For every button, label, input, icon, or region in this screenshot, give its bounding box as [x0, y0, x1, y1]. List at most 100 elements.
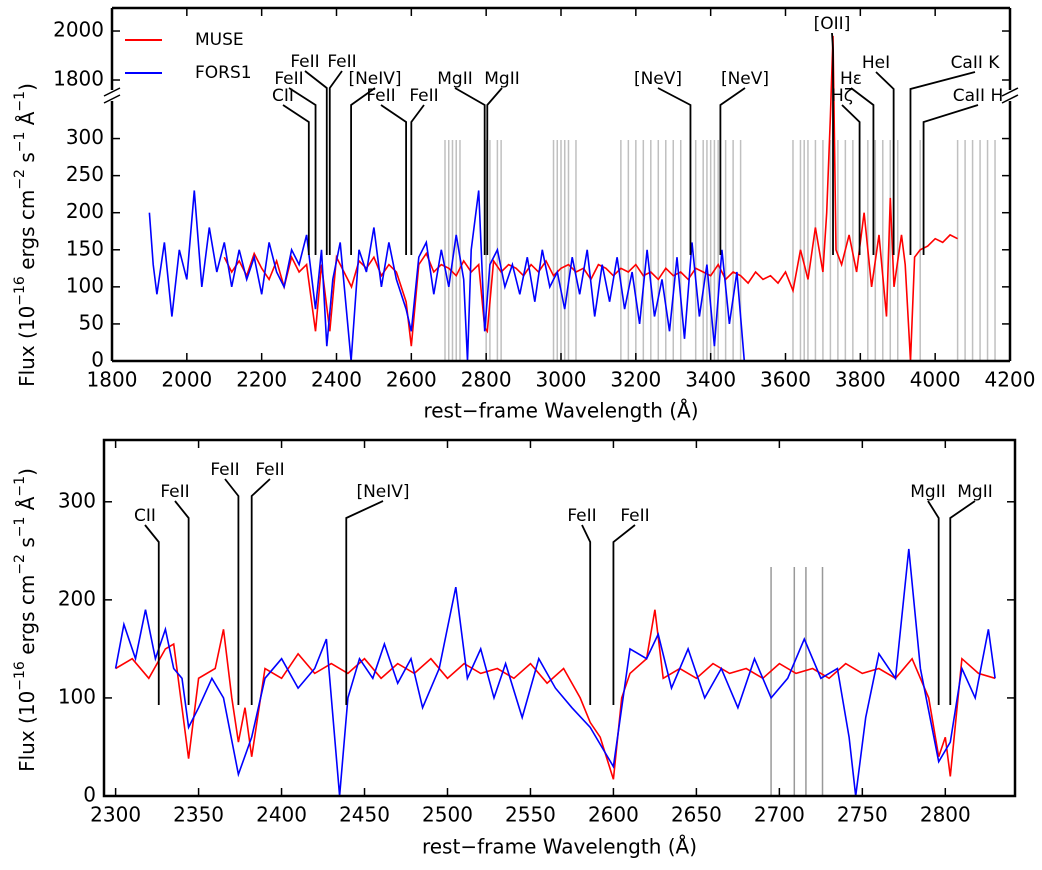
y-tick-label: 0 [91, 348, 104, 372]
x-tick-label: 3800 [835, 368, 886, 392]
line-marker [250, 478, 271, 705]
y-tick-label: 1800 [53, 67, 104, 91]
line-marker [345, 500, 384, 705]
line-label: CaII K [951, 53, 1001, 73]
spectrum-line [115, 609, 996, 780]
line-label: CaII H [953, 86, 1004, 106]
x-tick-label: 2000 [161, 368, 212, 392]
x-axis-label: rest−frame Wavelength (Å) [423, 399, 698, 423]
y-tick-label: 150 [66, 236, 104, 260]
frames [102, 6, 1019, 798]
line-label: FeII [160, 482, 189, 502]
y-axis-label-part: −2 [12, 169, 28, 190]
line-label: CII [134, 506, 156, 526]
line-marker [949, 500, 976, 705]
y-tick-label: 50 [79, 310, 104, 334]
x-tick-label: 2400 [256, 803, 307, 827]
y-axis-label-part: −1 [12, 476, 28, 497]
y-axis-label-part: Flux (10 [15, 306, 39, 387]
top-panel: 1800 2000 2200 2400 2600 2800 3000 3200 3400 3600… [12, 8, 1035, 423]
x-tick-label: 2600 [588, 803, 639, 827]
line-marker [304, 70, 328, 255]
x-tick-label: 3000 [536, 368, 587, 392]
bottom-panel: 2300 2350 2400 2450 2500 2550 2600 2650 2700 2750… [12, 440, 1015, 859]
y-axis-label-part: ergs cm [15, 190, 39, 276]
y-axis-label-part: Flux (10 [15, 691, 39, 772]
y-axis-label-part: −1 [12, 91, 28, 112]
y-tick-label: 100 [58, 684, 96, 708]
line-label: FeII [409, 86, 438, 106]
line-label: FeII [567, 506, 596, 526]
x-tick-label: 4000 [910, 368, 961, 392]
y-tick-label: 300 [66, 125, 104, 149]
line-label: Hζ [831, 86, 853, 106]
y-axis-label-part: Å [15, 111, 39, 131]
y-axis-label-part: ) [15, 468, 39, 476]
x-tick-label: 2200 [236, 368, 287, 392]
line-label: MgII [437, 69, 473, 89]
spectrum-line [148, 190, 746, 361]
y-axis-label-part: Å [15, 496, 39, 516]
y-axis-label-part: −1 [12, 132, 28, 153]
frame [102, 438, 1017, 798]
line-marker [224, 478, 240, 705]
line-marker [486, 87, 503, 255]
line-label: MgII [484, 69, 520, 89]
line-label: [NeV] [634, 69, 682, 89]
x-tick-label: 3400 [685, 368, 736, 392]
line-marker [612, 524, 636, 705]
x-tick-label: 2500 [422, 803, 473, 827]
line-marker [922, 104, 979, 255]
x-tick-label: 4200 [985, 368, 1036, 392]
legend-label: FORS1 [195, 63, 252, 83]
line-marker [328, 70, 343, 255]
line-marker [144, 524, 160, 705]
x-tick-label: 2750 [837, 803, 888, 827]
spectrum-line [223, 35, 958, 361]
y-axis-label: Flux (10−16 ergs cm−2 s−1 Å−1) [12, 83, 39, 387]
x-tick-label: 2300 [90, 803, 141, 827]
y-axis-label-part: −16 [12, 661, 28, 691]
line-marker [850, 87, 875, 255]
y-tick-label: 100 [66, 273, 104, 297]
x-tick-label: 2700 [754, 803, 805, 827]
x-tick-label: 2550 [505, 803, 556, 827]
x-tick-label: 2800 [920, 803, 971, 827]
break-mark [1001, 94, 1019, 104]
legend-label: MUSE [195, 30, 244, 50]
line-marker [288, 87, 317, 255]
x-tick-label: 2400 [311, 368, 362, 392]
y-tick-label: 300 [58, 488, 96, 512]
line-marker [841, 104, 861, 255]
x-tick-label: 2600 [386, 368, 437, 392]
x-tick-label: 1800 [87, 368, 138, 392]
y-axis-label-part: ) [15, 83, 39, 91]
line-marker [380, 104, 407, 255]
y-tick-label: 0 [83, 783, 96, 807]
y-axis-label: Flux (10−16 ergs cm−2 s−1 Å−1) [12, 468, 39, 772]
line-marker [831, 32, 834, 255]
x-axis-label: rest−frame Wavelength (Å) [422, 835, 697, 859]
x-tick-label: 3200 [610, 368, 661, 392]
line-label: [OII] [814, 14, 851, 34]
line-marker [909, 71, 976, 255]
line-label: MgII [910, 482, 946, 502]
line-marker [350, 87, 376, 255]
break-mark [103, 94, 121, 104]
y-axis-label-part: −1 [12, 517, 28, 538]
x-tick-label: 2350 [173, 803, 224, 827]
y-tick-label: 2000 [53, 18, 104, 42]
line-marker [174, 500, 190, 705]
line-marker [927, 500, 940, 705]
line-label: FeII [255, 460, 284, 480]
line-label: CII [272, 86, 294, 106]
x-tick-label: 3600 [760, 368, 811, 392]
line-label: MgII [957, 482, 993, 502]
break-mark [103, 87, 121, 97]
line-label: HeI [862, 53, 890, 73]
line-label: FeII [274, 69, 303, 89]
spectrum-line [114, 548, 996, 796]
line-marker [719, 87, 746, 255]
y-axis-label-part: s [15, 152, 39, 169]
